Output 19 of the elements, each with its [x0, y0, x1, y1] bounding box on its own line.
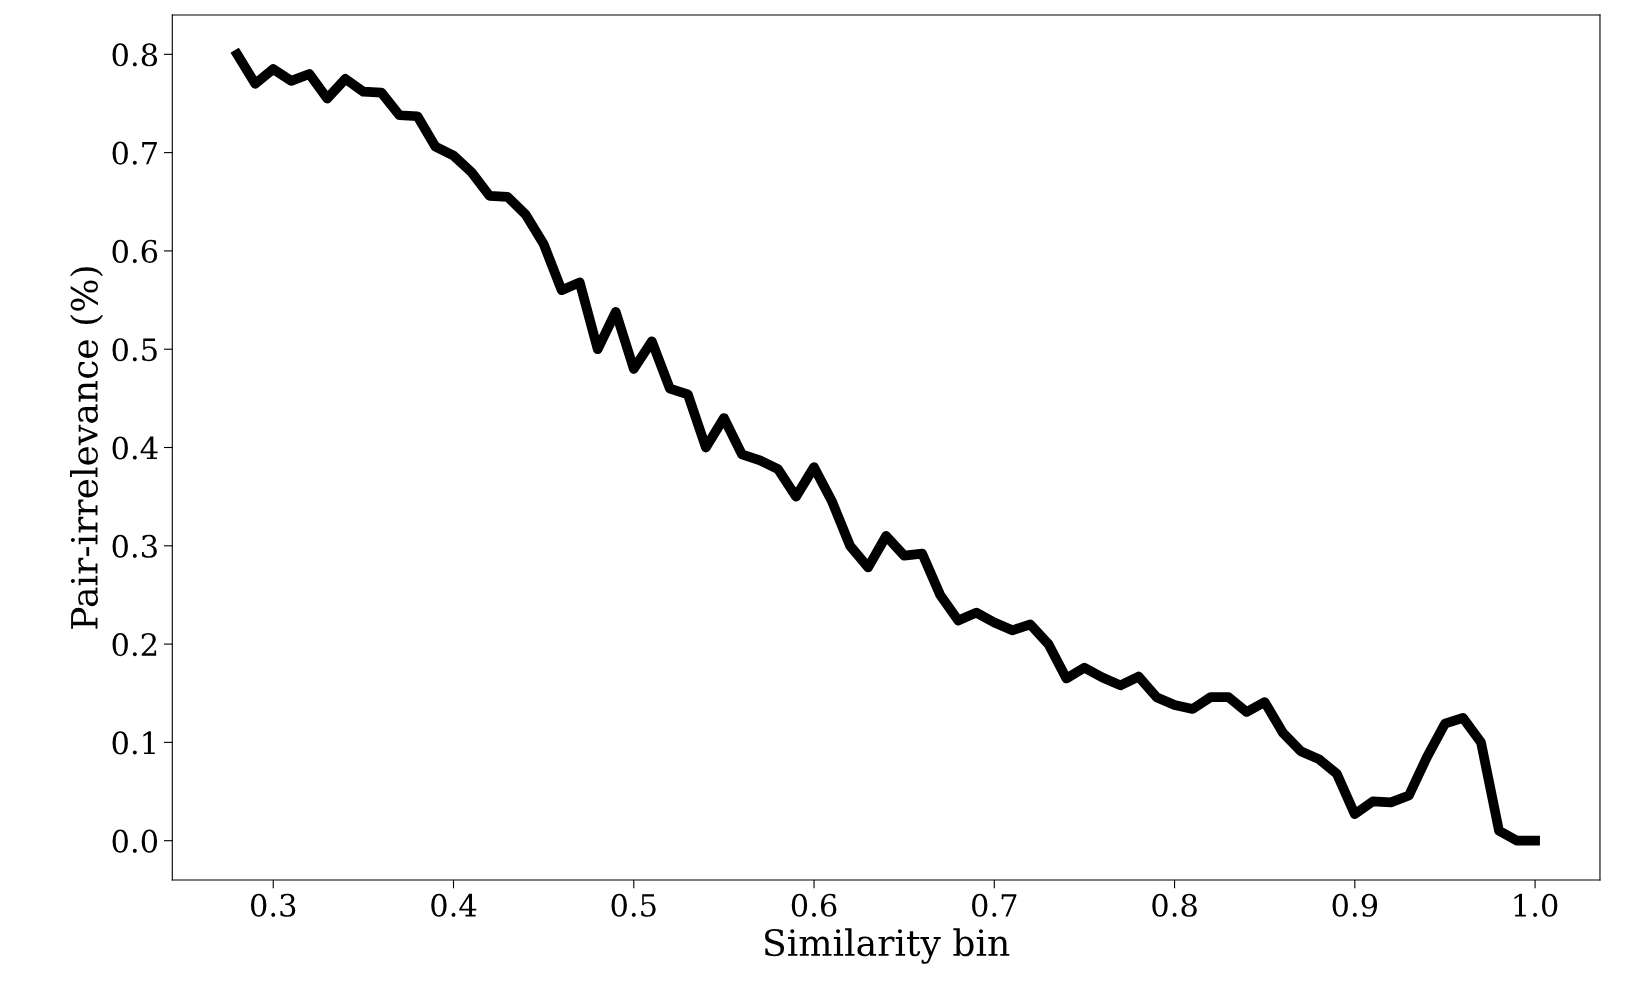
y-tick-label: 0.2	[112, 633, 157, 657]
x-tick-label: 0.8	[1152, 893, 1197, 917]
x-tick-label: 0.4	[431, 893, 477, 917]
x-axis-title: Similarity bin	[765, 928, 1010, 964]
y-tick-label: 0.8	[112, 43, 158, 67]
y-tick-label: 0.6	[112, 239, 158, 263]
x-tick-label: 0.3	[250, 893, 296, 917]
x-tick-label: 1.0	[1514, 893, 1558, 917]
y-tick-label: 0.7	[112, 141, 157, 165]
y-tick-label: 0.1	[112, 731, 155, 755]
x-tick-label: 0.7	[972, 893, 1017, 917]
x-tick-label: 0.9	[1332, 893, 1378, 917]
y-axis-title: Pair-irrelevance (%)	[70, 267, 104, 629]
x-tick-label: 0.6	[791, 893, 837, 917]
y-tick-label: 0.4	[112, 436, 158, 460]
x-tick-label: 0.5	[611, 893, 656, 917]
y-tick-label: 0.3	[112, 534, 157, 558]
y-tick-label: 0.5	[112, 338, 157, 362]
y-tick-label: 0.0	[112, 829, 158, 853]
